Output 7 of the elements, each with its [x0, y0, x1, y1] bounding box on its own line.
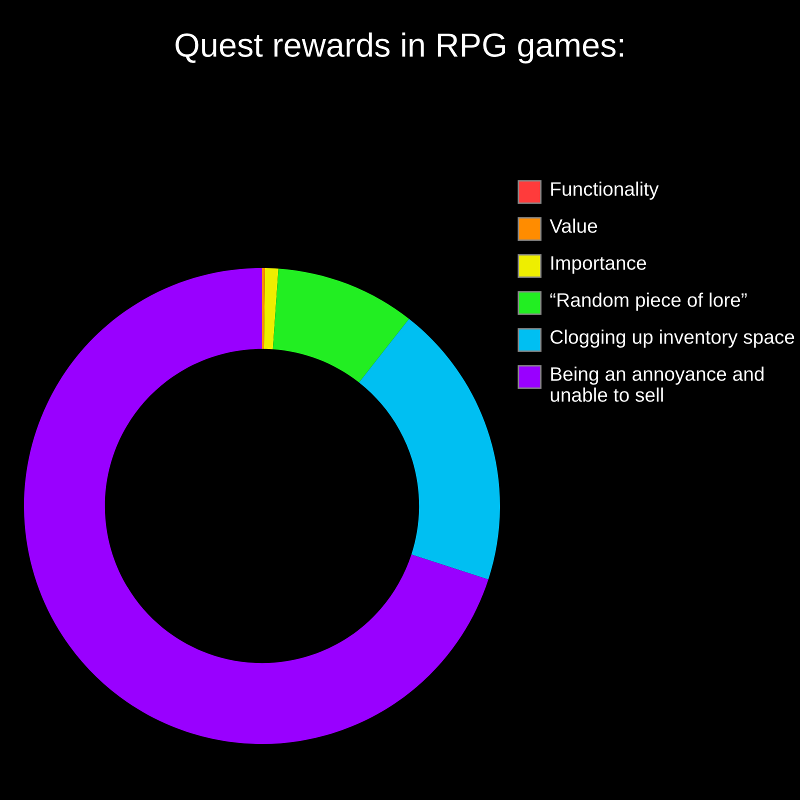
chart-title: Quest rewards in RPG games:: [176, 32, 623, 64]
legend-label: Being an annoyance and unable to sell: [550, 366, 764, 402]
legend-label: Importance: [551, 256, 646, 274]
legend-label: Value: [550, 218, 598, 233]
legend-label: Functionality: [551, 182, 659, 200]
legend-label: “Random piece of lore”: [550, 292, 747, 311]
legend-label: Clogging up inventory space: [550, 330, 794, 348]
